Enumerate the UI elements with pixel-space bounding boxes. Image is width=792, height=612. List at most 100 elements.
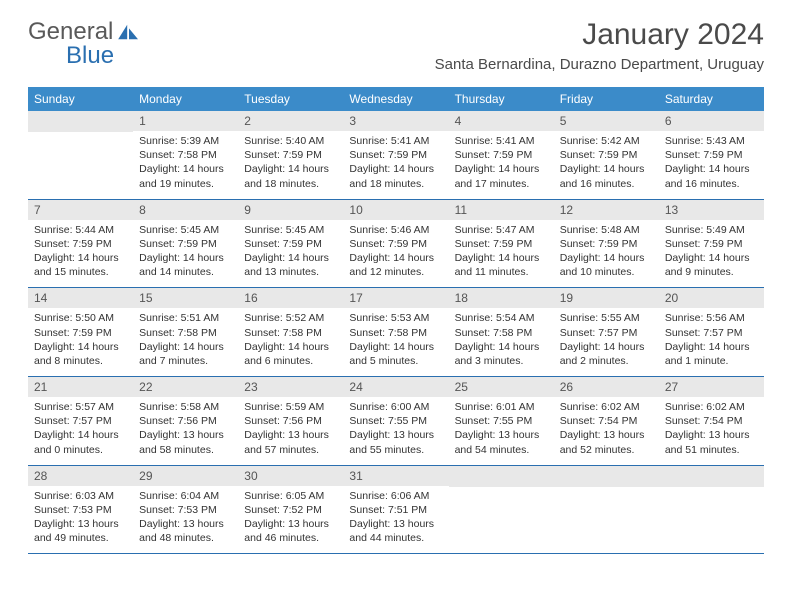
calendar-cell: 21Sunrise: 5:57 AMSunset: 7:57 PMDayligh…	[28, 377, 133, 466]
calendar-cell: 26Sunrise: 6:02 AMSunset: 7:54 PMDayligh…	[554, 377, 659, 466]
calendar-cell	[554, 465, 659, 554]
day-number: 17	[343, 288, 448, 308]
day-details: Sunrise: 6:06 AMSunset: 7:51 PMDaylight:…	[343, 486, 448, 554]
brand-part2: Blue	[66, 42, 114, 70]
day-details: Sunrise: 6:01 AMSunset: 7:55 PMDaylight:…	[449, 397, 554, 465]
calendar-cell: 30Sunrise: 6:05 AMSunset: 7:52 PMDayligh…	[238, 465, 343, 554]
calendar-cell: 10Sunrise: 5:46 AMSunset: 7:59 PMDayligh…	[343, 199, 448, 288]
day-number: 12	[554, 200, 659, 220]
day-details: Sunrise: 5:51 AMSunset: 7:58 PMDaylight:…	[133, 308, 238, 376]
calendar-week: 14Sunrise: 5:50 AMSunset: 7:59 PMDayligh…	[28, 288, 764, 377]
day-number: 31	[343, 466, 448, 486]
day-details: Sunrise: 5:47 AMSunset: 7:59 PMDaylight:…	[449, 220, 554, 288]
location-subtitle: Santa Bernardina, Durazno Department, Ur…	[435, 56, 764, 73]
day-number: 20	[659, 288, 764, 308]
day-number: 15	[133, 288, 238, 308]
day-details: Sunrise: 5:58 AMSunset: 7:56 PMDaylight:…	[133, 397, 238, 465]
calendar-cell	[28, 111, 133, 199]
calendar-cell: 12Sunrise: 5:48 AMSunset: 7:59 PMDayligh…	[554, 199, 659, 288]
page-title: January 2024	[435, 18, 764, 52]
calendar-cell: 9Sunrise: 5:45 AMSunset: 7:59 PMDaylight…	[238, 199, 343, 288]
day-number: 6	[659, 111, 764, 131]
day-details: Sunrise: 5:49 AMSunset: 7:59 PMDaylight:…	[659, 220, 764, 288]
blank-day	[659, 466, 764, 487]
day-header: Thursday	[449, 87, 554, 111]
day-number: 21	[28, 377, 133, 397]
day-number: 10	[343, 200, 448, 220]
calendar-cell: 27Sunrise: 6:02 AMSunset: 7:54 PMDayligh…	[659, 377, 764, 466]
day-details: Sunrise: 6:02 AMSunset: 7:54 PMDaylight:…	[554, 397, 659, 465]
calendar-cell: 20Sunrise: 5:56 AMSunset: 7:57 PMDayligh…	[659, 288, 764, 377]
day-number: 9	[238, 200, 343, 220]
day-details: Sunrise: 5:40 AMSunset: 7:59 PMDaylight:…	[238, 131, 343, 199]
calendar-cell: 25Sunrise: 6:01 AMSunset: 7:55 PMDayligh…	[449, 377, 554, 466]
day-header: Tuesday	[238, 87, 343, 111]
day-number: 30	[238, 466, 343, 486]
calendar-cell: 19Sunrise: 5:55 AMSunset: 7:57 PMDayligh…	[554, 288, 659, 377]
day-details: Sunrise: 5:53 AMSunset: 7:58 PMDaylight:…	[343, 308, 448, 376]
day-number: 11	[449, 200, 554, 220]
day-number: 28	[28, 466, 133, 486]
calendar-cell: 28Sunrise: 6:03 AMSunset: 7:53 PMDayligh…	[28, 465, 133, 554]
calendar-cell	[659, 465, 764, 554]
day-details: Sunrise: 5:44 AMSunset: 7:59 PMDaylight:…	[28, 220, 133, 288]
day-number: 25	[449, 377, 554, 397]
brand-logo: GeneralBlue	[28, 18, 142, 70]
day-details: Sunrise: 5:57 AMSunset: 7:57 PMDaylight:…	[28, 397, 133, 465]
day-details: Sunrise: 5:42 AMSunset: 7:59 PMDaylight:…	[554, 131, 659, 199]
day-details: Sunrise: 5:39 AMSunset: 7:58 PMDaylight:…	[133, 131, 238, 199]
day-details: Sunrise: 5:56 AMSunset: 7:57 PMDaylight:…	[659, 308, 764, 376]
calendar-cell	[449, 465, 554, 554]
calendar-week: 7Sunrise: 5:44 AMSunset: 7:59 PMDaylight…	[28, 199, 764, 288]
day-header: Friday	[554, 87, 659, 111]
day-number: 27	[659, 377, 764, 397]
calendar-cell: 17Sunrise: 5:53 AMSunset: 7:58 PMDayligh…	[343, 288, 448, 377]
day-details: Sunrise: 6:04 AMSunset: 7:53 PMDaylight:…	[133, 486, 238, 554]
calendar-table: SundayMondayTuesdayWednesdayThursdayFrid…	[28, 87, 764, 554]
day-number: 7	[28, 200, 133, 220]
calendar-cell: 23Sunrise: 5:59 AMSunset: 7:56 PMDayligh…	[238, 377, 343, 466]
day-details: Sunrise: 5:48 AMSunset: 7:59 PMDaylight:…	[554, 220, 659, 288]
calendar-cell: 29Sunrise: 6:04 AMSunset: 7:53 PMDayligh…	[133, 465, 238, 554]
day-details: Sunrise: 5:50 AMSunset: 7:59 PMDaylight:…	[28, 308, 133, 376]
day-number: 29	[133, 466, 238, 486]
calendar-cell: 4Sunrise: 5:41 AMSunset: 7:59 PMDaylight…	[449, 111, 554, 199]
calendar-cell: 15Sunrise: 5:51 AMSunset: 7:58 PMDayligh…	[133, 288, 238, 377]
calendar-cell: 2Sunrise: 5:40 AMSunset: 7:59 PMDaylight…	[238, 111, 343, 199]
day-number: 18	[449, 288, 554, 308]
day-details: Sunrise: 5:46 AMSunset: 7:59 PMDaylight:…	[343, 220, 448, 288]
header: GeneralBlue January 2024 Santa Bernardin…	[0, 0, 792, 77]
day-details: Sunrise: 5:41 AMSunset: 7:59 PMDaylight:…	[343, 131, 448, 199]
day-number: 4	[449, 111, 554, 131]
day-details: Sunrise: 6:02 AMSunset: 7:54 PMDaylight:…	[659, 397, 764, 465]
day-header: Wednesday	[343, 87, 448, 111]
day-number: 2	[238, 111, 343, 131]
day-number: 19	[554, 288, 659, 308]
calendar-cell: 22Sunrise: 5:58 AMSunset: 7:56 PMDayligh…	[133, 377, 238, 466]
day-number: 26	[554, 377, 659, 397]
day-number: 13	[659, 200, 764, 220]
day-number: 24	[343, 377, 448, 397]
day-header: Monday	[133, 87, 238, 111]
calendar-cell: 5Sunrise: 5:42 AMSunset: 7:59 PMDaylight…	[554, 111, 659, 199]
calendar-cell: 18Sunrise: 5:54 AMSunset: 7:58 PMDayligh…	[449, 288, 554, 377]
brand-sail-icon	[116, 23, 142, 46]
day-details: Sunrise: 6:03 AMSunset: 7:53 PMDaylight:…	[28, 486, 133, 554]
calendar-cell: 3Sunrise: 5:41 AMSunset: 7:59 PMDaylight…	[343, 111, 448, 199]
day-details: Sunrise: 5:55 AMSunset: 7:57 PMDaylight:…	[554, 308, 659, 376]
day-details: Sunrise: 5:45 AMSunset: 7:59 PMDaylight:…	[133, 220, 238, 288]
day-details: Sunrise: 6:05 AMSunset: 7:52 PMDaylight:…	[238, 486, 343, 554]
blank-day	[28, 111, 133, 132]
calendar-body: 1Sunrise: 5:39 AMSunset: 7:58 PMDaylight…	[28, 111, 764, 554]
day-number: 14	[28, 288, 133, 308]
day-details: Sunrise: 5:59 AMSunset: 7:56 PMDaylight:…	[238, 397, 343, 465]
day-number: 23	[238, 377, 343, 397]
calendar-cell: 31Sunrise: 6:06 AMSunset: 7:51 PMDayligh…	[343, 465, 448, 554]
day-header: Saturday	[659, 87, 764, 111]
day-details: Sunrise: 5:52 AMSunset: 7:58 PMDaylight:…	[238, 308, 343, 376]
day-number: 8	[133, 200, 238, 220]
calendar-cell: 8Sunrise: 5:45 AMSunset: 7:59 PMDaylight…	[133, 199, 238, 288]
calendar-cell: 6Sunrise: 5:43 AMSunset: 7:59 PMDaylight…	[659, 111, 764, 199]
day-number: 1	[133, 111, 238, 131]
calendar-week: 21Sunrise: 5:57 AMSunset: 7:57 PMDayligh…	[28, 377, 764, 466]
